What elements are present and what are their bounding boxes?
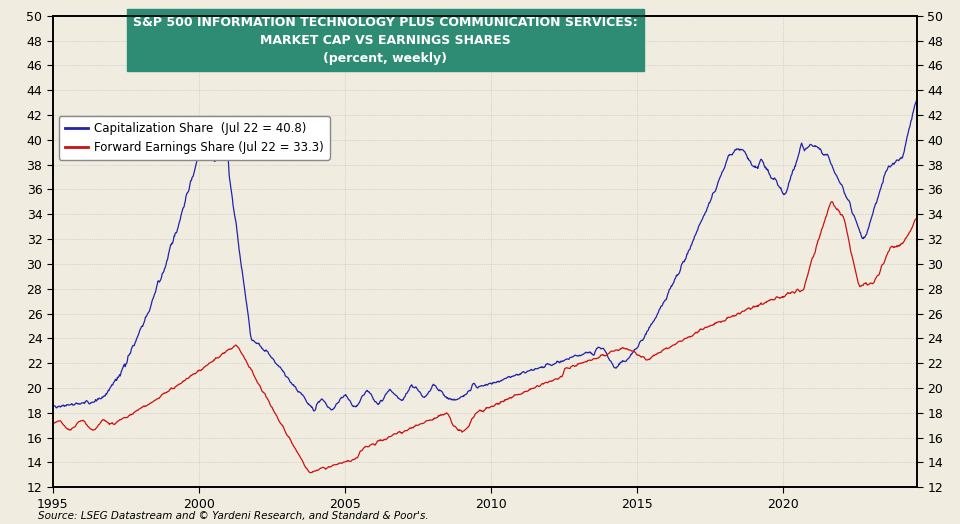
Text: S&P 500 INFORMATION TECHNOLOGY PLUS COMMUNICATION SERVICES:
MARKET CAP VS EARNIN: S&P 500 INFORMATION TECHNOLOGY PLUS COMM… — [133, 16, 637, 65]
Text: Source: LSEG Datastream and © Yardeni Research, and Standard & Poor's.: Source: LSEG Datastream and © Yardeni Re… — [38, 511, 429, 521]
Legend: Capitalization Share  (Jul 22 = 40.8), Forward Earnings Share (Jul 22 = 33.3): Capitalization Share (Jul 22 = 40.8), Fo… — [59, 116, 330, 160]
